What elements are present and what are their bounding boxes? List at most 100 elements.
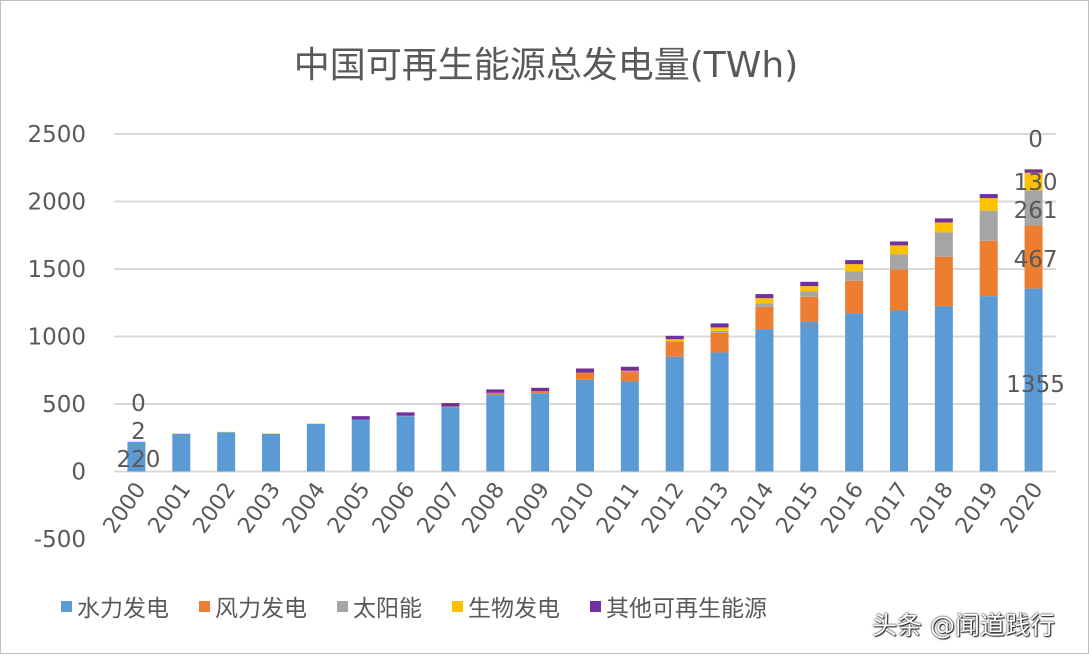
x-tick-label: 2014 xyxy=(727,478,780,538)
bar-segment xyxy=(980,198,998,211)
x-tick-label: 2006 xyxy=(368,478,421,538)
x-tick-label: 2005 xyxy=(323,478,376,538)
x-tick-label: 2013 xyxy=(682,478,735,538)
bar-segment xyxy=(980,296,998,471)
bar-segment xyxy=(441,406,459,407)
bar-segment xyxy=(441,407,459,471)
bar-segment xyxy=(800,286,818,291)
legend-label: 生物发电 xyxy=(468,596,560,622)
bar-segment xyxy=(935,218,953,222)
bar-segment xyxy=(755,298,773,303)
legend-swatch xyxy=(337,601,348,612)
x-tick-label: 2009 xyxy=(502,478,555,538)
bar-segment xyxy=(352,416,370,419)
data-label: 1355 xyxy=(1006,372,1065,398)
legend-swatch xyxy=(61,601,72,612)
y-tick-label: 2000 xyxy=(27,190,86,216)
bar-segment xyxy=(531,388,549,391)
bar-segment xyxy=(935,257,953,306)
x-tick-label: 2017 xyxy=(861,478,914,538)
data-label: 261 xyxy=(1014,198,1058,224)
bar-segment xyxy=(531,393,549,471)
x-tick-label: 2019 xyxy=(951,478,1004,538)
x-tick-label: 2015 xyxy=(772,478,825,538)
bar-segment xyxy=(800,322,818,471)
data-label: 0 xyxy=(1028,127,1043,153)
x-tick-label: 2008 xyxy=(458,478,511,538)
bar-segment xyxy=(845,264,863,271)
bar-segment xyxy=(666,341,684,356)
bar-segment xyxy=(666,339,684,341)
legend-label: 风力发电 xyxy=(215,596,307,622)
bar-segment xyxy=(935,232,953,256)
bar-segment xyxy=(935,306,953,471)
y-tick-label: 1500 xyxy=(27,257,86,283)
x-tick-label: 2011 xyxy=(592,478,645,538)
bar-segment xyxy=(711,333,729,353)
legend-label: 水力发电 xyxy=(77,596,169,622)
chart-title: 中国可再生能源总发电量(TWh) xyxy=(294,45,799,86)
bar-segment xyxy=(711,323,729,327)
bar-segment xyxy=(800,297,818,322)
bar-segment xyxy=(845,313,863,471)
bar-segment xyxy=(711,327,729,330)
bar-segment xyxy=(172,434,190,472)
y-tick-label: 1000 xyxy=(27,325,86,351)
bar-segment xyxy=(441,403,459,406)
data-label: 130 xyxy=(1014,170,1058,196)
x-tick-label: 2001 xyxy=(144,478,197,538)
bar-segment xyxy=(262,434,280,472)
legend-label: 其他可再生能源 xyxy=(606,596,767,622)
legend-label: 太阳能 xyxy=(353,596,422,622)
bar-segment xyxy=(352,420,370,472)
legend-swatch xyxy=(590,601,601,612)
legend: 水力发电 风力发电 太阳能 生物发电 其他可再生能源 xyxy=(61,596,767,622)
legend-item: 其他可再生能源 xyxy=(590,596,767,622)
bar-segment xyxy=(980,211,998,241)
bar-segment xyxy=(576,368,594,372)
legend-item: 太阳能 xyxy=(337,596,422,622)
bar-segment xyxy=(890,254,908,269)
bar-segment xyxy=(307,424,325,472)
y-tick-label: 2500 xyxy=(27,122,86,148)
bar-segment xyxy=(755,294,773,298)
bar-segment xyxy=(935,222,953,232)
bar-segment xyxy=(980,194,998,198)
x-tick-label: 2004 xyxy=(278,478,331,538)
bar-segment xyxy=(890,310,908,471)
bars xyxy=(127,169,1042,471)
y-tick-label: 0 xyxy=(71,460,86,486)
bar-segment xyxy=(621,367,639,371)
x-tick-label: 2010 xyxy=(547,478,600,538)
x-tick-label: 2012 xyxy=(637,478,690,538)
bar-segment xyxy=(621,381,639,471)
bar-segment xyxy=(980,241,998,296)
data-label: 2 xyxy=(131,419,146,445)
legend-item: 生物发电 xyxy=(452,596,560,622)
x-tick-label: 2020 xyxy=(996,478,1049,538)
bar-segment xyxy=(666,336,684,339)
bar-segment xyxy=(890,269,908,310)
y-tick-label: 500 xyxy=(42,392,86,418)
bar-segment xyxy=(486,393,504,395)
bar-segment xyxy=(845,271,863,280)
x-tick-label: 2018 xyxy=(906,478,959,538)
bar-segment xyxy=(800,282,818,286)
bar-segment xyxy=(621,371,639,372)
bar-segment xyxy=(755,307,773,329)
bar-segment xyxy=(397,416,415,471)
bar-segment xyxy=(800,291,818,296)
bar-segment xyxy=(890,241,908,245)
x-tick-label: 2000 xyxy=(99,478,152,538)
bar-segment xyxy=(845,281,863,313)
x-tick-label: 2007 xyxy=(413,478,466,538)
x-tick-label: 2003 xyxy=(233,478,286,538)
data-label: 467 xyxy=(1014,247,1058,273)
bar-segment xyxy=(486,389,504,392)
data-label: 220 xyxy=(116,447,160,473)
x-tick-label: 2016 xyxy=(816,478,869,538)
legend-swatch xyxy=(452,601,463,612)
